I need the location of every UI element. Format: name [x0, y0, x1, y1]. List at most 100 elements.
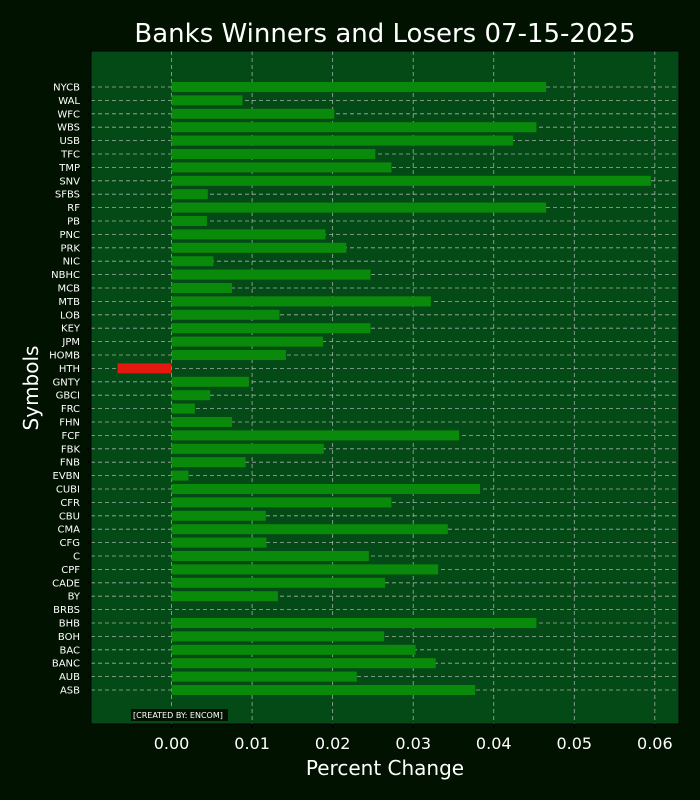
- x-tick-label: 0.06: [637, 734, 673, 753]
- bar: [117, 363, 172, 374]
- y-tick-label: NYCB: [53, 83, 80, 94]
- bar: [171, 430, 460, 441]
- y-tick-label: GNTY: [53, 377, 81, 388]
- y-tick-label: BOH: [58, 632, 80, 643]
- bar: [171, 457, 246, 468]
- bar: [171, 95, 243, 106]
- bar: [171, 122, 537, 133]
- y-tick-label: CBU: [59, 511, 80, 522]
- y-tick-label: HTH: [59, 364, 80, 375]
- y-tick-label: WAL: [58, 96, 80, 107]
- bar: [171, 269, 371, 280]
- y-tick-label: USB: [59, 136, 80, 147]
- bar: [171, 591, 278, 602]
- y-tick-label: WBS: [57, 123, 80, 134]
- x-tick-label: 0.01: [234, 734, 270, 753]
- y-tick-label: PNC: [60, 230, 81, 241]
- y-tick-label: PB: [67, 217, 80, 228]
- bar: [171, 497, 392, 508]
- y-tick-label: TMP: [58, 163, 80, 174]
- y-tick-label: TFC: [60, 150, 80, 161]
- bar: [171, 229, 326, 240]
- y-tick-label: BY: [68, 592, 81, 603]
- x-tick-label: 0.00: [154, 734, 190, 753]
- bar: [171, 323, 371, 334]
- bar: [171, 510, 266, 521]
- bar: [171, 82, 547, 92]
- bar: [171, 135, 514, 146]
- x-tick-labels: 0.00 0.01 0.02 0.03 0.04 0.05 0.06: [154, 724, 673, 753]
- y-tick-label: CADE: [52, 578, 80, 589]
- bar: [171, 618, 537, 628]
- y-tick-label: BANC: [52, 659, 80, 670]
- bar: [171, 242, 347, 253]
- bar: [171, 644, 416, 655]
- y-tick-label: MTB: [58, 297, 80, 308]
- chart-title: Banks Winners and Losers 07-15-2025: [134, 19, 635, 49]
- bar: [171, 685, 476, 695]
- bar: [171, 309, 280, 320]
- y-tick-label: BRBS: [53, 605, 80, 616]
- x-tick-label: 0.04: [476, 734, 512, 753]
- bar: [171, 175, 651, 186]
- y-tick-label: KEY: [61, 324, 81, 335]
- y-tick-label: RF: [67, 203, 80, 214]
- y-tick-label: CMA: [58, 525, 81, 536]
- y-tick-label: CFR: [60, 498, 80, 509]
- x-tick-label: 0.05: [556, 734, 592, 753]
- credit-box: [131, 709, 228, 721]
- bar: [171, 296, 431, 307]
- y-tick-label: NBHC: [51, 270, 80, 281]
- y-tick-label: EVBN: [53, 471, 81, 482]
- y-axis-label: Symbols: [19, 346, 43, 431]
- y-tick-label: SNV: [59, 176, 80, 187]
- bar: [171, 108, 335, 119]
- bar: [171, 417, 232, 427]
- bar: [171, 149, 376, 159]
- y-tick-label: FNB: [60, 458, 80, 469]
- bar: [171, 256, 214, 267]
- y-tick-label: CPF: [61, 565, 80, 576]
- y-tick-labels: NYCB WAL WFC WBS USB TFC TMP SNV SFBS RF PB PNC PRK N…: [49, 83, 91, 697]
- bar: [171, 376, 249, 387]
- bar: [171, 403, 195, 414]
- bar: [171, 484, 481, 494]
- bar: [171, 216, 207, 226]
- y-tick-label: ASB: [60, 686, 80, 697]
- y-tick-label: MCB: [58, 284, 81, 295]
- y-tick-label: PRK: [60, 243, 80, 254]
- bar: [171, 202, 547, 213]
- y-tick-label: SFBS: [55, 190, 80, 201]
- bar: [171, 189, 208, 200]
- credit-text: [CREATED BY: ENCOM]: [133, 711, 223, 720]
- bar: [171, 524, 448, 535]
- x-tick-label: 0.03: [395, 734, 431, 753]
- y-tick-label: AUB: [59, 672, 80, 683]
- bar: [171, 470, 189, 481]
- bar: [171, 658, 436, 669]
- y-tick-label: BHB: [59, 619, 80, 630]
- y-tick-label: LOB: [60, 310, 80, 321]
- bar: [171, 577, 385, 588]
- y-tick-label: GBCI: [56, 391, 80, 402]
- bar: [171, 390, 211, 401]
- y-tick-label: FRC: [61, 404, 80, 415]
- y-tick-label: C: [73, 552, 80, 563]
- bar: [171, 631, 385, 642]
- x-tick-label: 0.02: [315, 734, 351, 753]
- y-tick-label: CFG: [60, 538, 80, 549]
- bar: [171, 350, 286, 360]
- y-tick-label: BAC: [59, 645, 80, 656]
- y-tick-label: CUBI: [56, 485, 80, 496]
- y-tick-label: HOMB: [49, 351, 80, 362]
- bar: [171, 671, 357, 682]
- y-tick-label: FHN: [59, 418, 80, 429]
- bar: [171, 443, 324, 454]
- bar: [171, 162, 392, 173]
- bar: [171, 537, 267, 548]
- bar: [171, 283, 232, 293]
- y-tick-label: WFC: [57, 109, 80, 120]
- y-tick-label: FCF: [62, 431, 81, 442]
- bar: [171, 564, 439, 575]
